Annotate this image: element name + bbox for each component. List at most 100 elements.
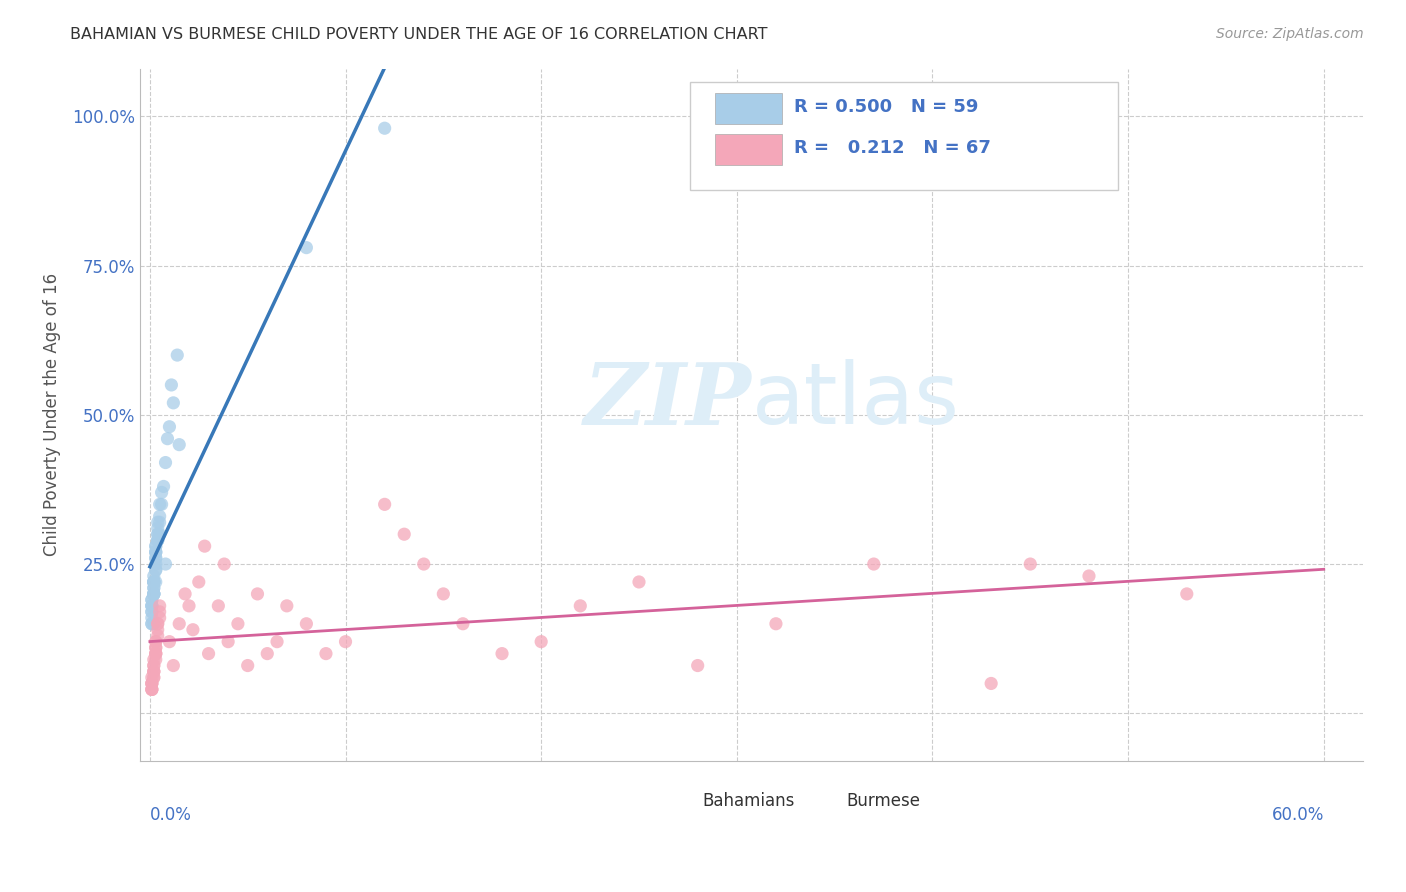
- Point: [145, 557, 167, 571]
- Text: atlas: atlas: [751, 359, 959, 442]
- Point: [167, 437, 190, 451]
- Point: [145, 545, 167, 559]
- Point: [862, 557, 884, 571]
- Point: [142, 658, 165, 673]
- Point: [146, 527, 169, 541]
- Point: [141, 605, 163, 619]
- Point: [149, 611, 172, 625]
- Point: [451, 616, 474, 631]
- Point: [149, 599, 172, 613]
- Point: [150, 485, 173, 500]
- Point: [194, 539, 217, 553]
- Point: [142, 587, 165, 601]
- Point: [142, 671, 165, 685]
- Point: [141, 616, 163, 631]
- Point: [174, 587, 197, 601]
- Point: [142, 581, 165, 595]
- Point: [142, 587, 165, 601]
- Point: [276, 599, 298, 613]
- Point: [569, 599, 592, 613]
- Point: [149, 509, 172, 524]
- Point: [1078, 569, 1101, 583]
- Point: [145, 563, 167, 577]
- Point: [142, 587, 165, 601]
- Point: [1175, 587, 1198, 601]
- Point: [162, 396, 184, 410]
- Point: [149, 605, 172, 619]
- Point: [146, 533, 169, 548]
- Point: [142, 616, 165, 631]
- Point: [145, 640, 167, 655]
- Point: [145, 647, 167, 661]
- Point: [145, 551, 167, 566]
- Point: [142, 665, 165, 679]
- Point: [145, 647, 167, 661]
- Point: [146, 521, 169, 535]
- Point: [142, 665, 165, 679]
- Text: 0.0%: 0.0%: [150, 805, 191, 824]
- Bar: [807, 792, 837, 810]
- Point: [142, 652, 165, 666]
- Point: [1019, 557, 1042, 571]
- Text: Bahamians: Bahamians: [703, 792, 794, 810]
- Point: [212, 557, 235, 571]
- Bar: [666, 792, 696, 810]
- Point: [145, 539, 167, 553]
- Point: [374, 497, 396, 511]
- Point: [141, 605, 163, 619]
- Point: [491, 647, 513, 661]
- Point: [159, 634, 181, 648]
- Point: [217, 634, 239, 648]
- Point: [145, 574, 167, 589]
- Point: [141, 676, 163, 690]
- Point: [236, 658, 259, 673]
- Text: BAHAMIAN VS BURMESE CHILD POVERTY UNDER THE AGE OF 16 CORRELATION CHART: BAHAMIAN VS BURMESE CHILD POVERTY UNDER …: [70, 27, 768, 42]
- Point: [266, 634, 288, 648]
- Point: [207, 599, 229, 613]
- Point: [149, 515, 172, 529]
- Point: [145, 545, 167, 559]
- Point: [141, 682, 163, 697]
- Point: [530, 634, 553, 648]
- Point: [142, 587, 165, 601]
- Point: [374, 121, 396, 136]
- Text: Burmese: Burmese: [846, 792, 921, 810]
- Point: [315, 647, 337, 661]
- Point: [152, 479, 174, 493]
- Point: [142, 587, 165, 601]
- Point: [149, 497, 172, 511]
- Point: [141, 599, 163, 613]
- Point: [181, 623, 204, 637]
- Point: [142, 665, 165, 679]
- Text: R =   0.212   N = 67: R = 0.212 N = 67: [794, 139, 991, 157]
- Point: [156, 432, 179, 446]
- Point: [177, 599, 200, 613]
- Point: [141, 593, 163, 607]
- Text: Source: ZipAtlas.com: Source: ZipAtlas.com: [1216, 27, 1364, 41]
- Point: [146, 515, 169, 529]
- Point: [141, 611, 163, 625]
- Point: [142, 574, 165, 589]
- Point: [155, 557, 177, 571]
- Point: [141, 599, 163, 613]
- Point: [980, 676, 1002, 690]
- Point: [150, 497, 173, 511]
- Point: [246, 587, 269, 601]
- Point: [392, 527, 415, 541]
- Point: [141, 682, 163, 697]
- Point: [141, 616, 163, 631]
- Point: [146, 616, 169, 631]
- Point: [146, 533, 169, 548]
- Point: [146, 616, 169, 631]
- Point: [197, 647, 219, 661]
- Point: [145, 652, 167, 666]
- Point: [256, 647, 278, 661]
- Point: [142, 658, 165, 673]
- Point: [141, 676, 163, 690]
- Point: [145, 545, 167, 559]
- Point: [142, 574, 165, 589]
- Point: [145, 551, 167, 566]
- Point: [149, 527, 172, 541]
- Point: [142, 671, 165, 685]
- Point: [226, 616, 249, 631]
